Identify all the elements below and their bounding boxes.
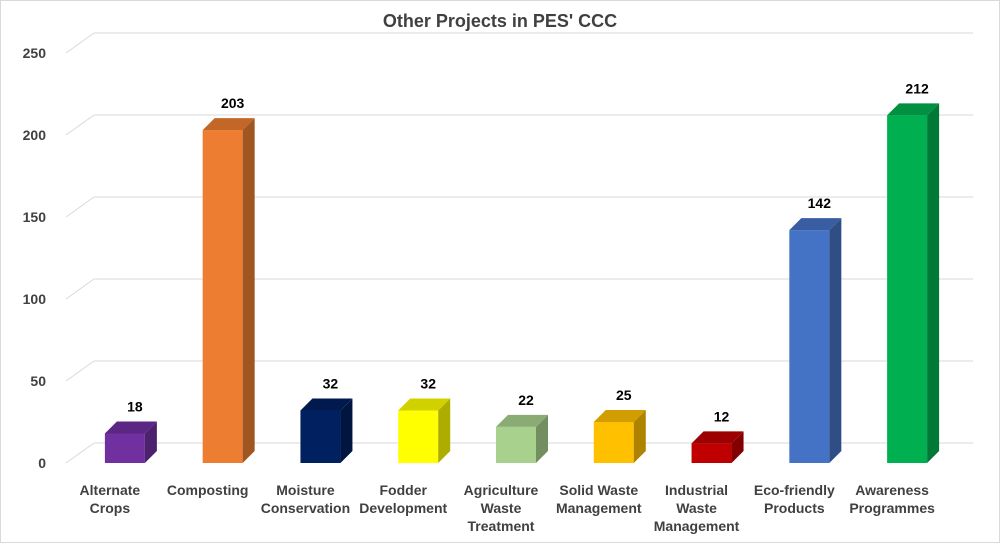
x-tick-label-line: Industrial [665, 482, 728, 498]
bar [496, 426, 536, 463]
x-tick-label-line: Management [654, 518, 740, 534]
bar [300, 410, 341, 463]
bar-side [438, 398, 451, 463]
x-tick-label-line: Composting [167, 482, 249, 498]
y-tick-label: 200 [23, 127, 47, 143]
x-tick-label-line: Crops [90, 500, 131, 516]
bar-side [536, 414, 548, 463]
x-tick-label-line: Eco-friendly [754, 482, 835, 498]
x-tick-label-line: Management [556, 500, 642, 516]
x-tick-label-line: Conservation [261, 500, 350, 516]
x-tick-label: Moisture Conservation [261, 482, 350, 516]
data-label: 32 [323, 376, 339, 392]
x-tick-label-line: Alternate [80, 482, 141, 498]
y-tick-label: 100 [23, 291, 47, 307]
x-tick-label: Fodder Development [359, 482, 447, 516]
data-label: 25 [616, 387, 632, 403]
x-tick-label-line: Products [764, 500, 825, 516]
x-tick-label-line: Waste [481, 500, 522, 516]
y-tick-label: 0 [38, 455, 46, 471]
x-tick-label-line: Solid Waste [559, 482, 638, 498]
bar-side [731, 431, 744, 463]
y-tick-label: 150 [23, 209, 47, 225]
x-tick-label: Industrial Waste Management [654, 482, 740, 534]
bar-top [300, 398, 353, 411]
data-label: 12 [714, 408, 730, 424]
x-tick-label: Composting [167, 482, 249, 498]
x-tick-label: Eco-friendly Products [754, 482, 835, 516]
data-label: 22 [518, 392, 534, 408]
x-tick-label-line: Treatment [468, 518, 535, 534]
bar-top [789, 218, 842, 231]
gridline-diagonal [65, 278, 95, 300]
bar [398, 410, 439, 463]
bar [202, 130, 243, 463]
bar-top [887, 103, 940, 116]
x-tick-label-line: Agriculture [464, 482, 539, 498]
bar-side [927, 103, 940, 463]
bar-side [144, 421, 157, 463]
x-tick-label: Solid Waste Management [556, 482, 642, 516]
bar [789, 230, 830, 463]
bar-top [496, 414, 548, 427]
bar [691, 443, 732, 463]
bar-top [104, 421, 157, 434]
bar-side [242, 118, 255, 463]
bar-top [691, 431, 744, 444]
x-tick-label-line: Programmes [849, 500, 935, 516]
x-tick-label: Awareness Programmes [849, 482, 935, 516]
x-tick-label-line: Fodder [379, 482, 427, 498]
data-label: 32 [420, 376, 436, 392]
bar [104, 433, 145, 463]
gridline-diagonal [65, 360, 95, 382]
x-tick-label-line: Moisture [276, 482, 335, 498]
bar-top [398, 398, 451, 411]
gridline-diagonal [65, 196, 95, 218]
x-tick-label: Alternate Crops [80, 482, 141, 516]
data-label: 212 [905, 80, 929, 96]
gridline-diagonal [65, 32, 95, 54]
bar-top [593, 410, 646, 422]
data-label: 142 [808, 195, 832, 211]
data-label: 203 [221, 95, 245, 111]
bar-side [829, 218, 842, 463]
data-label: 18 [127, 398, 143, 414]
bar-side [633, 410, 646, 463]
x-tick-label-line: Development [359, 500, 447, 516]
bar-side [340, 398, 353, 463]
x-tick-label-line: Waste [676, 500, 717, 516]
bar [593, 422, 634, 463]
gridline-diagonal [65, 114, 95, 136]
bar [887, 115, 928, 463]
bar-top [202, 118, 255, 131]
x-tick-label: Agriculture Waste Treatment [464, 482, 539, 534]
y-tick-label: 250 [23, 45, 47, 61]
chart-title: Other Projects in PES' CCC [382, 11, 618, 31]
x-tick-label-line: Awareness [855, 482, 929, 498]
y-tick-label: 50 [30, 373, 46, 389]
gridline-diagonal [65, 442, 95, 464]
